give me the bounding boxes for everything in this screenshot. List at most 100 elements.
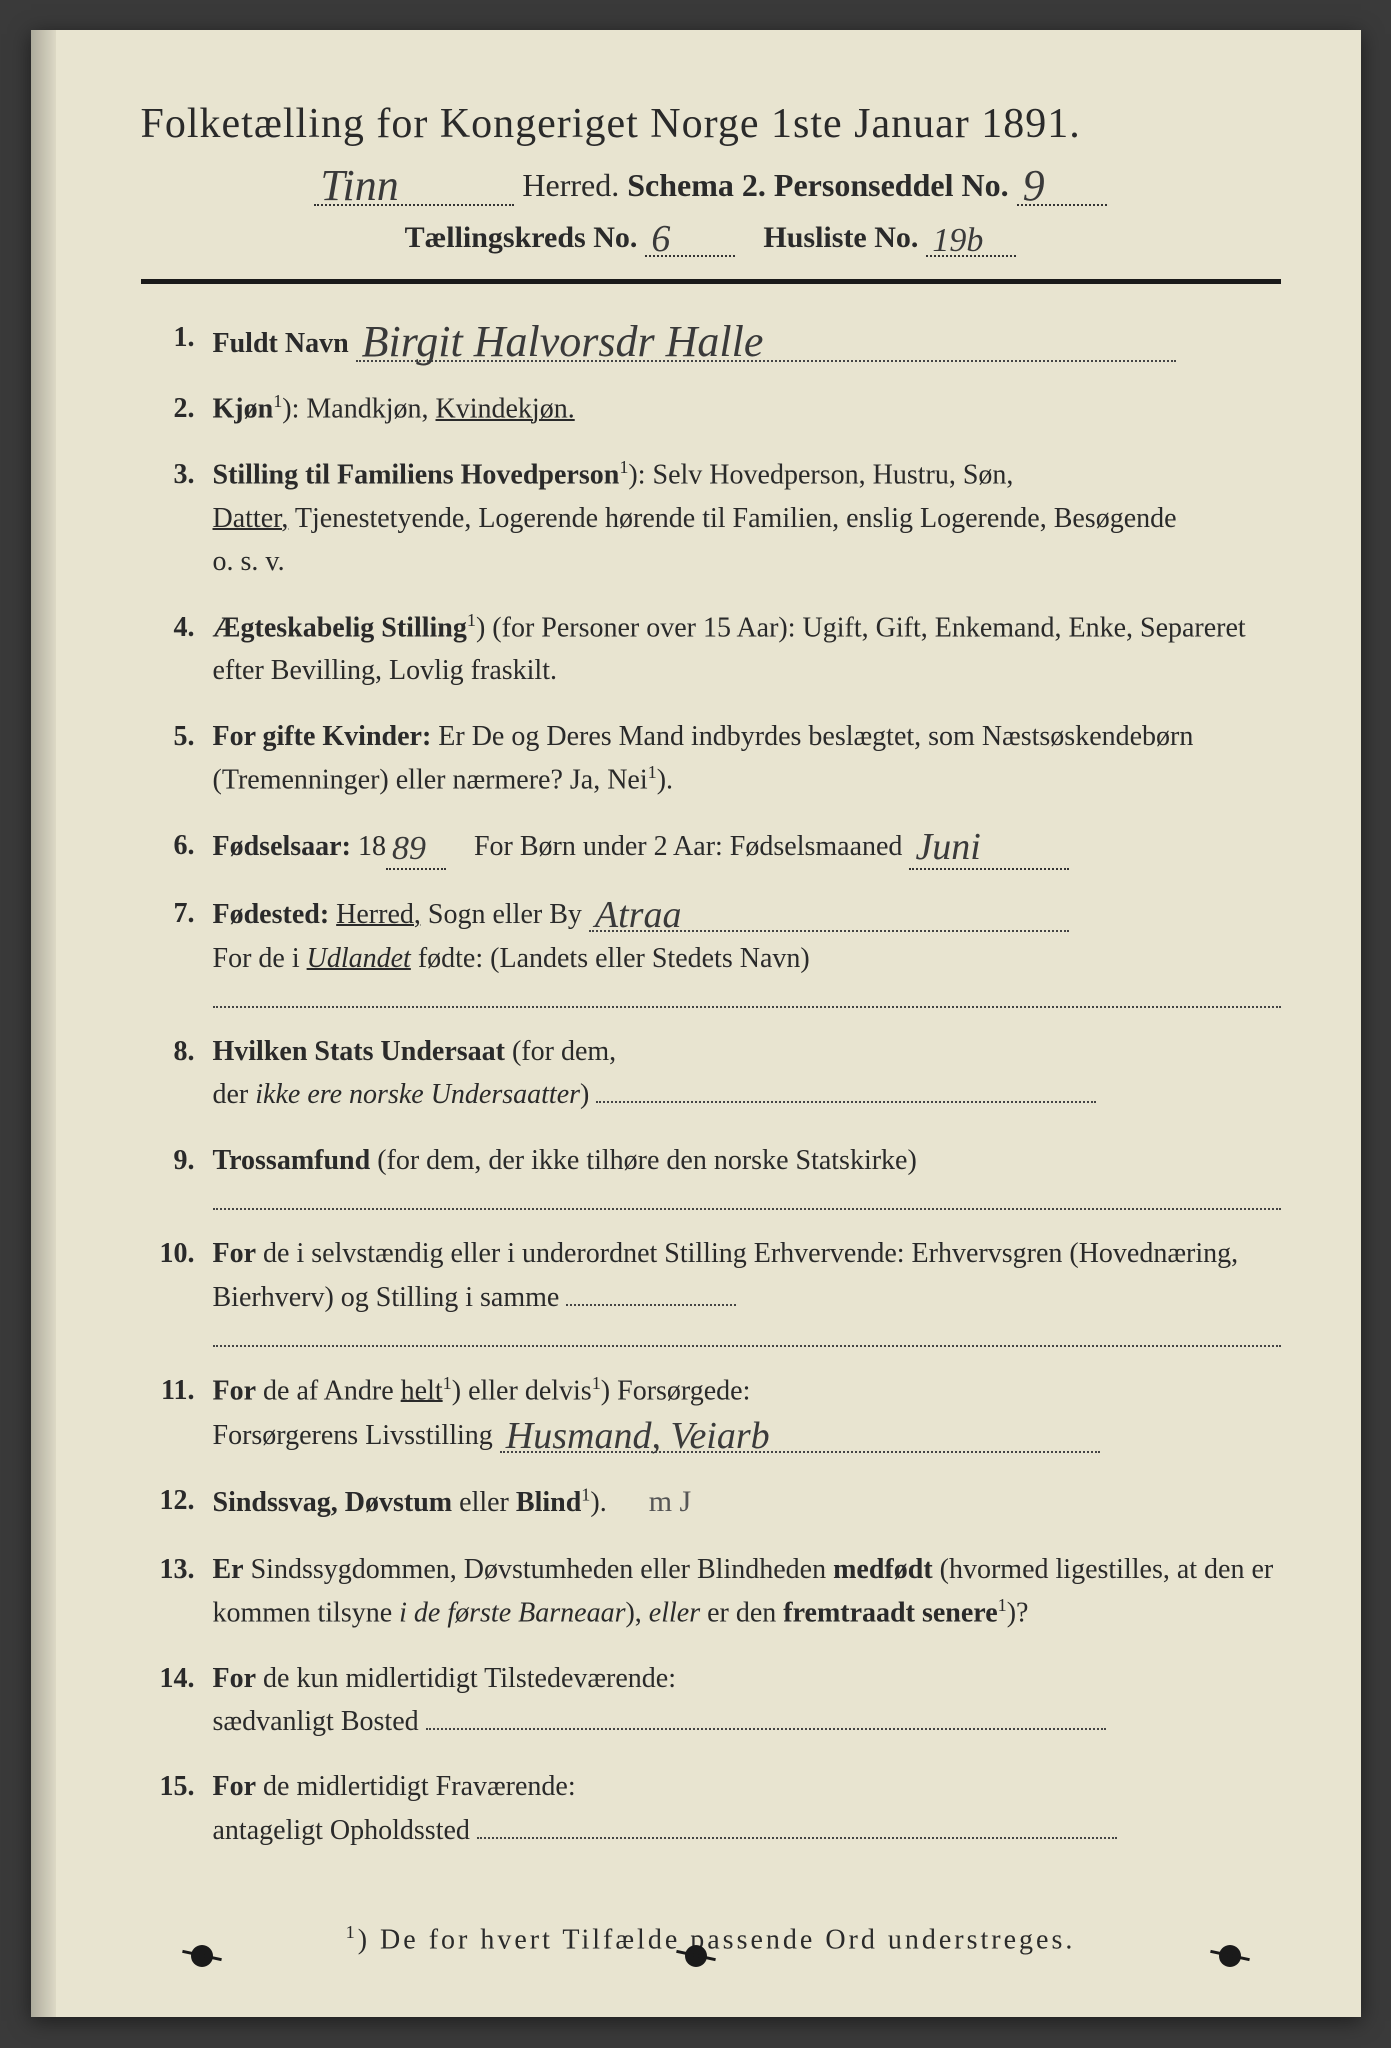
punch-hole-icon: [685, 1945, 707, 1967]
entry-15: 15. For de midlertidigt Fraværende: anta…: [141, 1765, 1281, 1852]
personseddel-value: 9: [1023, 164, 1045, 208]
q2-opt1: Mandkjøn,: [306, 394, 435, 425]
entry-6: 6. Fødselsaar: 1889 For Børn under 2 Aar…: [141, 824, 1281, 870]
header-line-2: Tinn Herred. Schema 2. Personseddel No. …: [141, 160, 1281, 206]
q1-label: Fuldt Navn: [213, 328, 349, 359]
entry-14: 14. For de kun midlertidigt Tilstedevære…: [141, 1657, 1281, 1744]
q15-field: [477, 1837, 1117, 1839]
q10-text: de i selvstændig eller i underordnet Sti…: [213, 1238, 1239, 1312]
q15-label: For: [213, 1771, 257, 1802]
q6-label: Fødselsaar:: [213, 831, 351, 862]
entry-num: 13.: [141, 1548, 213, 1591]
q13-t3: ),: [625, 1597, 648, 1628]
footnote-text: ) De for hvert Tilfælde passende Ord und…: [358, 1925, 1076, 1956]
herred-field: Tinn: [314, 160, 514, 206]
q8-line2b: ): [580, 1079, 589, 1110]
husliste-label: Husliste No.: [763, 221, 918, 255]
q7-line2b: fødte: (Landets eller Stedets Navn): [411, 943, 810, 974]
q8-line2a: der: [213, 1079, 256, 1110]
entry-8: 8. Hvilken Stats Undersaat (for dem, der…: [141, 1030, 1281, 1117]
q11-u2: delvis: [525, 1375, 592, 1406]
husliste-value: 19b: [932, 224, 983, 258]
q7-label: Fødested:: [213, 899, 330, 930]
q3-selected: Datter,: [213, 503, 289, 534]
q3-label: Stilling til Familiens Hovedperson: [213, 459, 620, 490]
entry-9: 9. Trossamfund (for dem, der ikke tilhør…: [141, 1139, 1281, 1210]
entry-num: 11.: [141, 1369, 213, 1412]
q7-blank: [213, 986, 1281, 1008]
q6-year-prefix: 18: [358, 831, 386, 862]
q6-month: Juni: [915, 828, 980, 866]
punch-hole-icon: [191, 1945, 213, 1967]
entry-num: 10.: [141, 1232, 213, 1275]
census-form-page: Folketælling for Kongeriget Norge 1ste J…: [31, 30, 1361, 2017]
q11-t1: de af Andre: [263, 1375, 401, 1406]
q6-year: 89: [392, 832, 426, 866]
q3-line3: o. s. v.: [213, 546, 285, 577]
q13-i2: eller: [649, 1597, 700, 1628]
entry-1: 1. Fuldt Navn Birgit Halvorsdr Halle: [141, 316, 1281, 365]
q12-label2: Blind: [516, 1487, 581, 1518]
q14-text: de kun midlertidigt Tilstedeværende:: [263, 1663, 676, 1694]
herred-value: Tinn: [320, 164, 398, 208]
q11-t2: Forsørgede:: [610, 1375, 750, 1406]
q7-after: Sogn eller By: [428, 899, 582, 930]
entry-13: 13. Er Sindssygdommen, Døvstumheden elle…: [141, 1548, 1281, 1635]
q2-selected: Kvindekjøn.: [436, 394, 575, 425]
q14-label: For: [213, 1663, 257, 1694]
entry-4: 4. Ægteskabelig Stilling1) (for Personer…: [141, 606, 1281, 693]
form-entries: 1. Fuldt Navn Birgit Halvorsdr Halle 2. …: [141, 316, 1281, 1852]
entry-num: 1.: [141, 316, 213, 359]
kreds-value: 6: [651, 220, 670, 258]
herred-label: Herred.: [522, 167, 619, 204]
entry-11: 11. For de af Andre helt1) eller delvis1…: [141, 1369, 1281, 1457]
q11-line2: Forsørgerens Livsstilling: [213, 1420, 493, 1451]
q11-label: For: [213, 1375, 257, 1406]
entry-10: 10. For de i selvstændig eller i underor…: [141, 1232, 1281, 1347]
entry-3: 3. Stilling til Familiens Hovedperson1):…: [141, 453, 1281, 584]
q7-selected: Herred,: [336, 899, 421, 930]
personseddel-field: 9: [1017, 160, 1107, 206]
q11-value: Husmand, Veiarb: [506, 1417, 770, 1455]
q6-month-field: Juni: [909, 824, 1069, 870]
q9-blank: [213, 1188, 1281, 1210]
q13-t4: er den: [700, 1597, 783, 1628]
q9-text: (for dem, der ikke tilhøre den norske St…: [377, 1145, 917, 1176]
form-title: Folketælling for Kongeriget Norge 1ste J…: [141, 100, 1281, 148]
q8-line2i: ikke ere norske Undersaatter: [255, 1079, 580, 1110]
q8-label: Hvilken Stats Undersaat: [213, 1036, 505, 1067]
q7-place-field: Atraa: [589, 892, 1069, 932]
q12-mid: eller: [459, 1487, 516, 1518]
q3-line1a: Selv Hovedperson, Hustru, Søn,: [653, 459, 1014, 490]
q13-b2: fremtraadt senere: [783, 1597, 997, 1628]
entry-2: 2. Kjøn1): Mandkjøn, Kvindekjøn.: [141, 387, 1281, 431]
q10-field: [566, 1304, 736, 1306]
q4-label: Ægteskabelig Stilling: [213, 612, 467, 643]
entry-num: 3.: [141, 453, 213, 496]
kreds-label: Tællingskreds No.: [405, 221, 638, 255]
q13-b1: medfødt: [833, 1554, 933, 1585]
q13-label: Er: [213, 1554, 244, 1585]
footnote: 1) De for hvert Tilfælde passende Ord un…: [141, 1922, 1281, 1956]
q8-line1: (for dem,: [512, 1036, 616, 1067]
q8-field: [596, 1101, 1096, 1103]
entry-num: 12.: [141, 1479, 213, 1522]
header-rule: [141, 279, 1281, 284]
q3-line2: Tjenestetyende, Logerende hørende til Fa…: [295, 503, 1177, 534]
schema-label: Schema 2.: [627, 167, 766, 204]
q7-line2a: For de i: [213, 943, 307, 974]
q5-label: For gifte Kvinder:: [213, 721, 432, 752]
q2-label: Kjøn: [213, 394, 274, 425]
husliste-field: 19b: [926, 220, 1016, 257]
entry-num: 15.: [141, 1765, 213, 1808]
q14-field: [426, 1728, 1106, 1730]
q13-tail: )?: [1007, 1597, 1029, 1628]
personseddel-label: Personseddel No.: [774, 167, 1009, 204]
q7-line2i: Udlandet: [307, 943, 411, 974]
punch-hole-icon: [1219, 1945, 1241, 1967]
footnote-sup: 1: [346, 1922, 358, 1942]
entry-num: 5.: [141, 715, 213, 758]
entry-num: 6.: [141, 824, 213, 867]
q14-line2: sædvanligt Bosted: [213, 1706, 419, 1737]
q6-mid: For Børn under 2 Aar: Fødselsmaaned: [474, 831, 903, 862]
